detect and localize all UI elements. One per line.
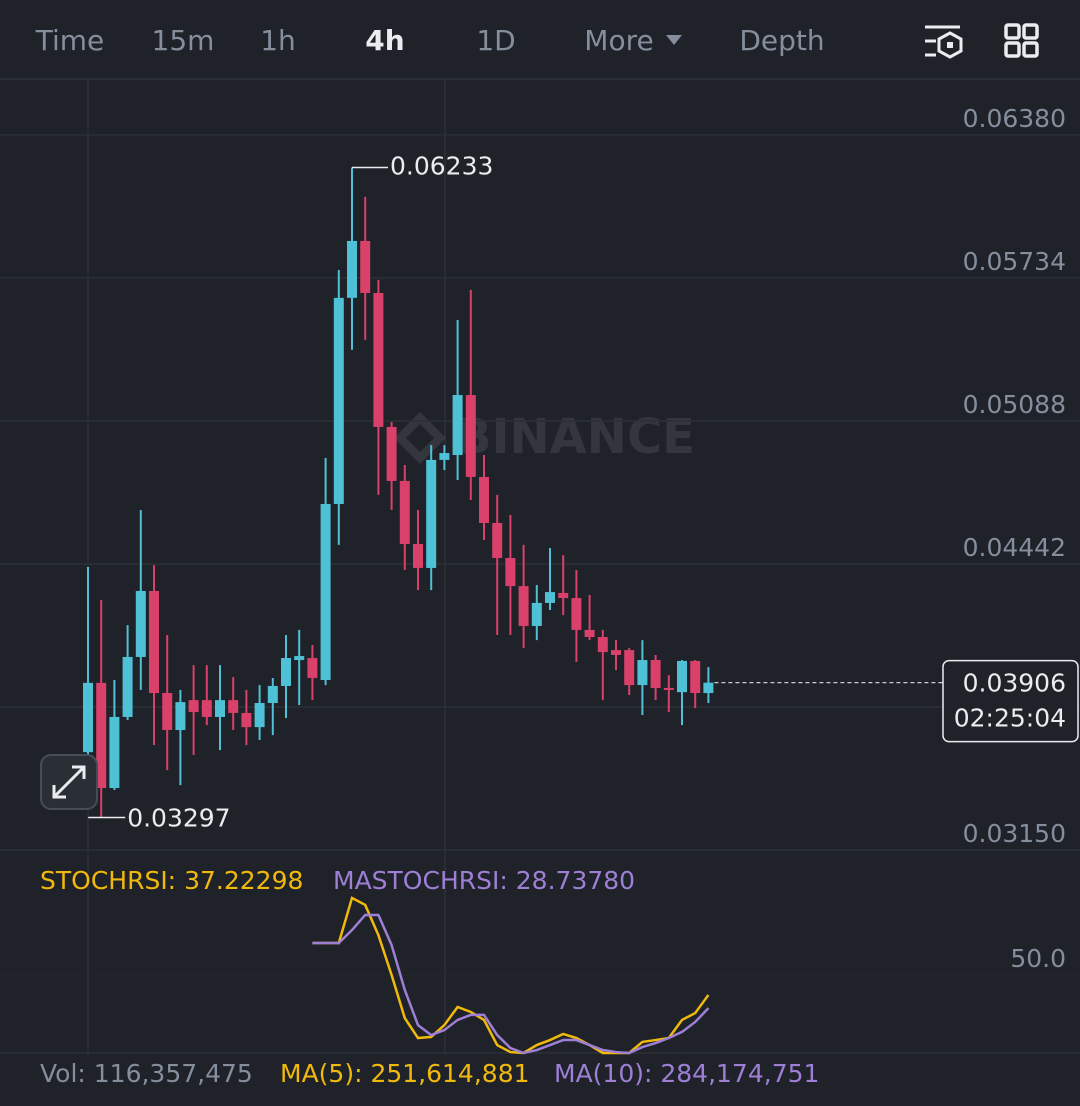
candle-body (597, 637, 608, 653)
legend-value: 37.22298 (184, 866, 303, 895)
candle-body (703, 682, 714, 694)
max-label: 0.06233 (390, 151, 493, 180)
indicator-line (312, 896, 710, 1055)
more-caret[interactable] (666, 35, 682, 45)
candle-body (518, 586, 529, 626)
candle-body (584, 629, 595, 638)
watermark: BINANCE (394, 409, 695, 465)
countdown: 02:25:04 (954, 704, 1066, 733)
candle-body (320, 503, 331, 680)
candle-body (122, 656, 133, 717)
last-price-box (942, 659, 1079, 743)
volume-ma10: MA(10): 284,174,751 (554, 1059, 819, 1088)
y-tick-label: 0.05734 (963, 247, 1066, 276)
candle-body (333, 297, 344, 504)
candle-body (465, 395, 476, 477)
candle-body (439, 453, 450, 460)
candle-body (373, 292, 384, 427)
candle-body (426, 459, 437, 568)
y-tick-label: 0.06380 (963, 104, 1066, 133)
candle-body (624, 650, 635, 686)
candle-body (571, 598, 582, 630)
candle-body (545, 592, 555, 603)
min-label: 0.03297 (127, 803, 230, 832)
candle-body (413, 544, 423, 568)
candle-body (201, 700, 212, 717)
candle-body (690, 660, 701, 694)
candle-body (96, 682, 107, 789)
tab[interactable]: Time (35, 24, 105, 57)
expand-button[interactable] (40, 754, 98, 810)
candle-body (162, 693, 173, 731)
candle-body (663, 687, 674, 690)
candle-body (294, 656, 305, 661)
tab[interactable]: 1D (476, 24, 515, 57)
candle-body (505, 557, 516, 587)
candle-body (677, 660, 687, 693)
legend-name: STOCHRSI: (40, 866, 176, 895)
candle-body (267, 685, 278, 703)
indicator-line (312, 913, 710, 1055)
candle-body (109, 716, 120, 789)
candle-body (175, 702, 186, 731)
candle-body (611, 650, 621, 655)
y-tick-label: 50.0 (1010, 944, 1066, 973)
candle-body (637, 660, 648, 686)
volume: Vol: 116,357,475 (40, 1059, 253, 1088)
tab[interactable]: 4h (365, 24, 404, 57)
candle-body (149, 590, 159, 694)
candle-body (83, 682, 93, 753)
candle-body (360, 240, 371, 293)
candle-body (386, 426, 397, 481)
last-price: 0.03906 (963, 669, 1066, 698)
candle-body (347, 240, 357, 298)
layout-icon[interactable] (1004, 23, 1039, 58)
candle-body (399, 480, 410, 545)
volume-ma5: MA(5): 251,614,881 (280, 1059, 530, 1088)
candle-body (135, 590, 146, 657)
legend-name: MASTOCHRSI: (333, 866, 508, 895)
candle-body (307, 658, 318, 678)
y-tick-label: 0.04442 (963, 533, 1066, 562)
candle-body (254, 702, 265, 728)
candle-body (492, 523, 503, 558)
candle-body (558, 592, 569, 599)
watermark-text: BINANCE (455, 409, 695, 465)
candle-body (241, 712, 252, 728)
candle-body (650, 660, 661, 688)
tab[interactable]: Depth (739, 24, 824, 57)
toolbar (0, 23, 1080, 80)
indicator-icon[interactable] (925, 25, 963, 59)
candle-body (228, 700, 239, 713)
y-tick-label: 0.03150 (963, 819, 1066, 848)
candle-body (531, 602, 542, 626)
legend-entry: STOCHRSI: 37.22298 (40, 866, 303, 895)
legend-value: 28.73780 (516, 866, 635, 895)
candle-body (452, 395, 463, 456)
legend-entry: MASTOCHRSI: 28.73780 (333, 866, 635, 895)
candle-body (479, 476, 489, 524)
tab[interactable]: 1h (260, 24, 296, 57)
y-tick-label: 0.05088 (963, 390, 1066, 419)
candle-body (188, 700, 199, 713)
candle-body (281, 658, 291, 686)
tab[interactable]: 15m (152, 24, 215, 57)
candle-body (215, 700, 225, 717)
tab[interactable]: More (584, 24, 653, 57)
